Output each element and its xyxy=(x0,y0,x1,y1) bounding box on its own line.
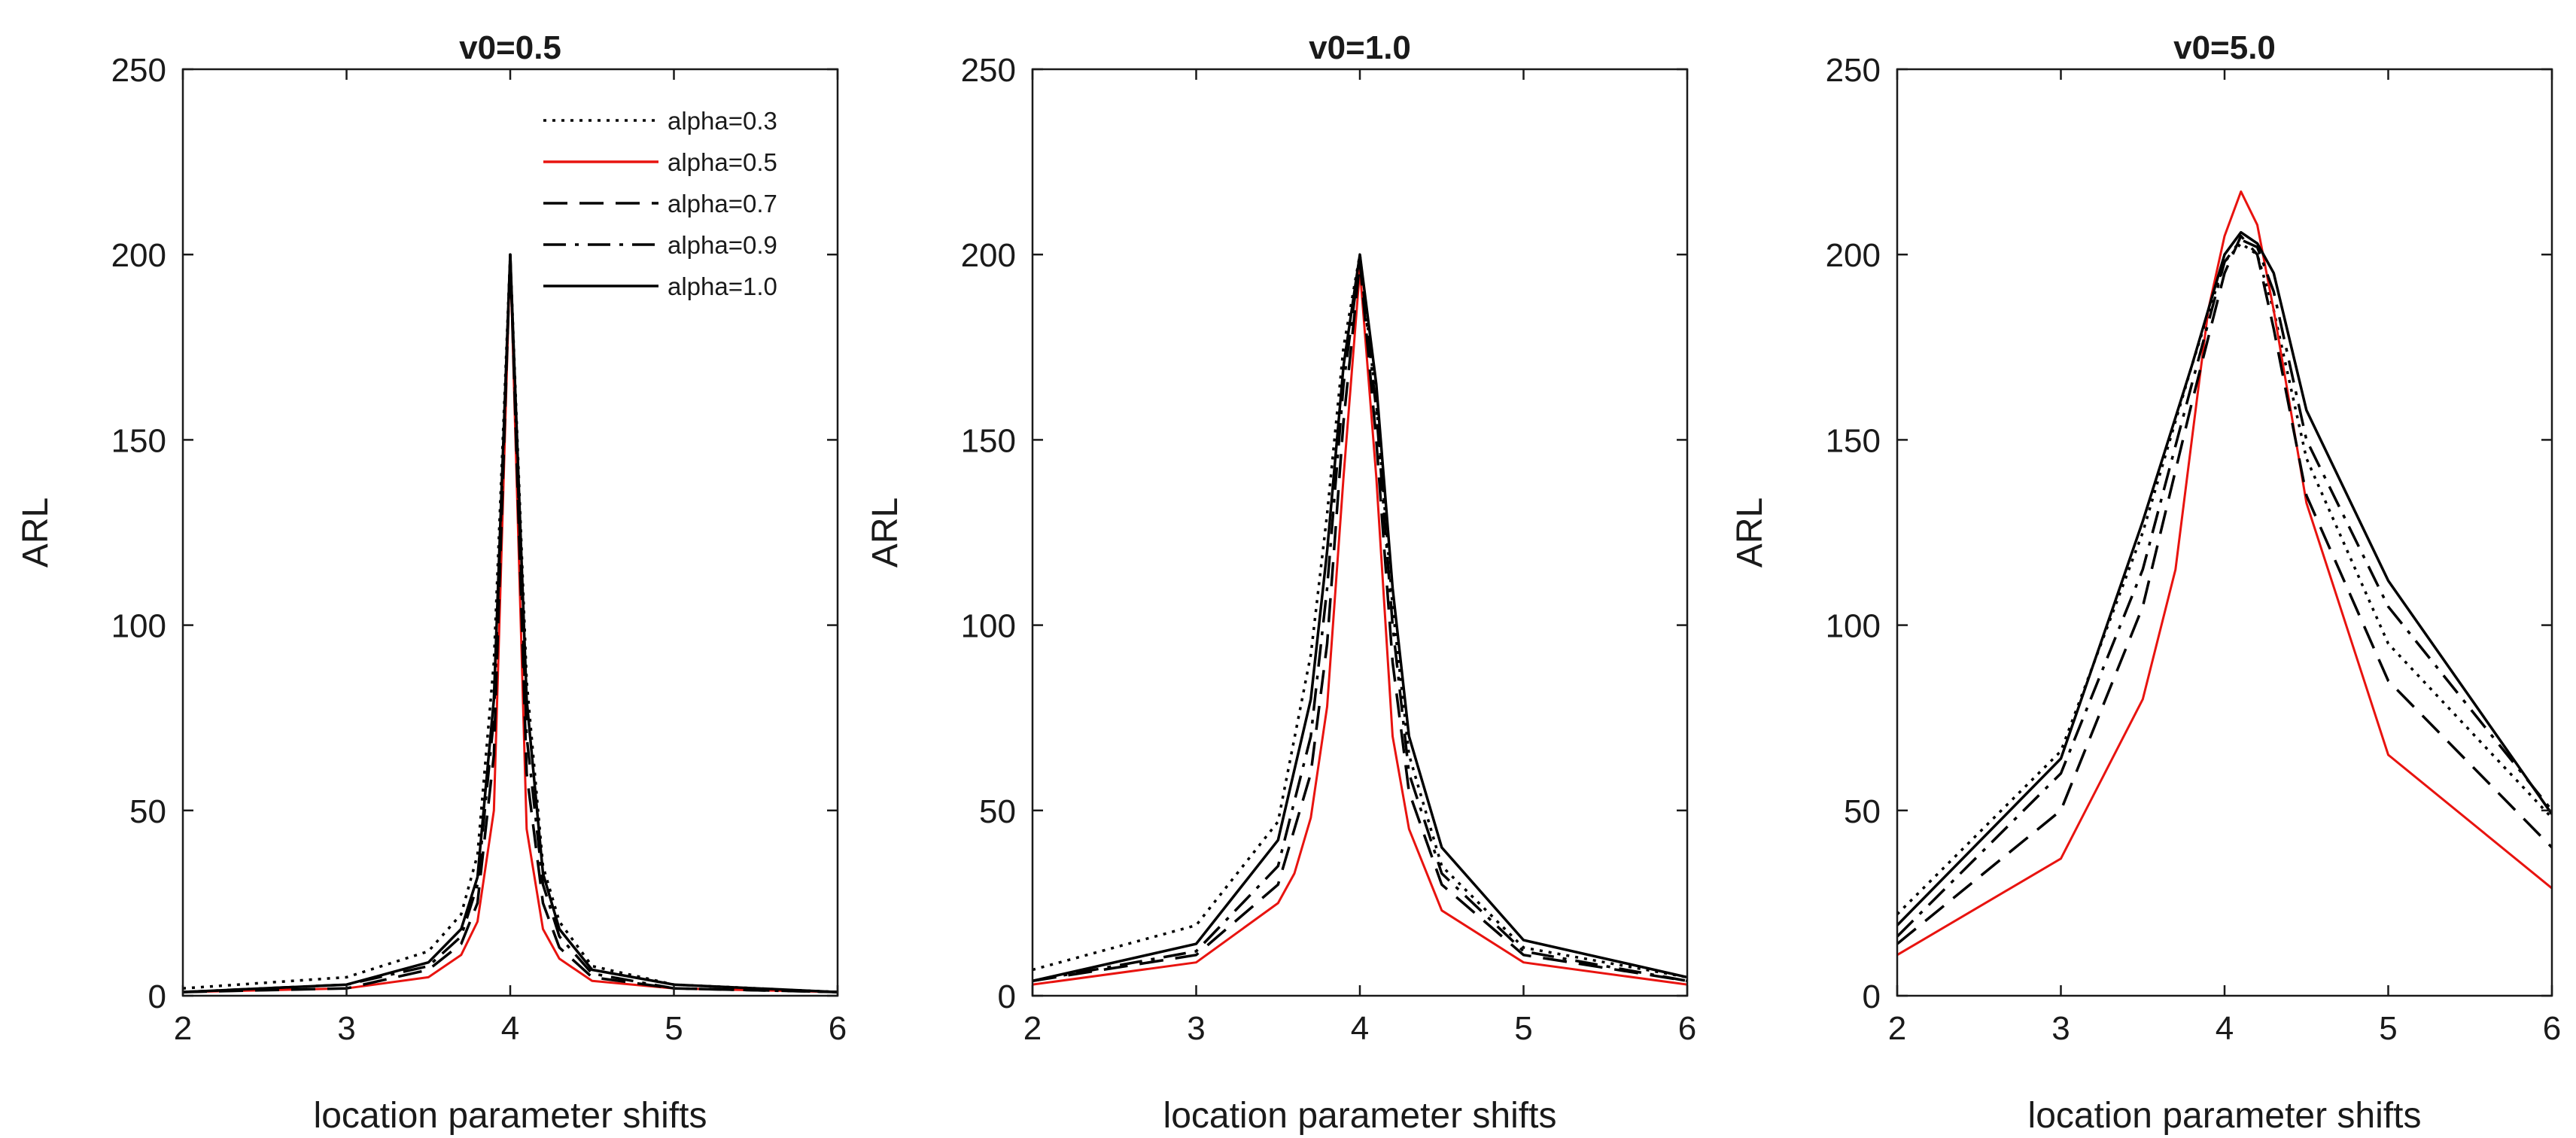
x-tick-label: 6 xyxy=(1678,1010,1696,1047)
chart-panel-3: 2 3 4 5 6 0 50 100 150 200 250 v0=5.0 location param… xyxy=(1730,29,2561,1136)
x-tick-label: 6 xyxy=(829,1010,847,1047)
x-tick-label: 4 xyxy=(2216,1010,2234,1047)
y-tick-label: 200 xyxy=(961,237,1016,274)
x-tick-label: 2 xyxy=(174,1010,192,1047)
y-tick-label: 100 xyxy=(961,608,1016,645)
x-axis-label: location parameter shifts xyxy=(2028,1096,2422,1136)
legend-label: alpha=0.9 xyxy=(668,231,777,259)
series-line-alpha-1-0 xyxy=(1033,253,1687,983)
y-tick-label: 50 xyxy=(979,793,1016,830)
x-tick-label: 6 xyxy=(2543,1010,2561,1047)
y-tick-label: 150 xyxy=(1826,422,1881,459)
legend-label: alpha=0.3 xyxy=(668,107,777,135)
series-line-alpha-1-0 xyxy=(183,253,838,993)
series-line-alpha-0-5 xyxy=(183,253,838,993)
x-tick-label: 3 xyxy=(1187,1010,1205,1047)
series-line-alpha-0-3 xyxy=(1897,242,2552,915)
series-line-alpha-0-3 xyxy=(1033,253,1687,979)
y-tick-label: 250 xyxy=(111,52,166,89)
x-tick-label: 5 xyxy=(2379,1010,2397,1047)
axes-box xyxy=(1896,68,2553,997)
x-axis-label: location parameter shifts xyxy=(1163,1096,1557,1136)
series-line-alpha-0-9 xyxy=(183,253,838,993)
legend-label: alpha=0.7 xyxy=(668,190,777,218)
y-tick-label: 0 xyxy=(148,978,166,1015)
series-line-alpha-0-5 xyxy=(1033,268,1687,986)
y-tick-label: 100 xyxy=(1826,608,1881,645)
series-line-alpha-0-7 xyxy=(183,253,838,993)
x-tick-label: 5 xyxy=(1514,1010,1532,1047)
y-tick-label: 0 xyxy=(998,978,1016,1015)
chart-title: v0=5.0 xyxy=(2173,29,2276,66)
x-tick-label: 2 xyxy=(1023,1010,1042,1047)
series-line-alpha-0-5 xyxy=(1897,190,2552,957)
chart-title: v0=1.0 xyxy=(1309,29,1411,66)
x-tick-label: 5 xyxy=(665,1010,683,1047)
series-line-alpha-0-9 xyxy=(1897,238,2552,938)
x-tick-label: 4 xyxy=(501,1010,519,1047)
series-line-alpha-0-3 xyxy=(183,253,838,993)
y-tick-label: 0 xyxy=(1863,978,1881,1015)
chart-panel-1: 2 3 4 5 6 0 50 100 150 200 250 v0=0.5 location param… xyxy=(16,29,847,1136)
axes-box xyxy=(1031,68,1689,997)
y-tick-label: 50 xyxy=(129,793,166,830)
series-group xyxy=(183,253,838,993)
y-axis-label: ARL xyxy=(865,497,905,567)
y-tick-label: 50 xyxy=(1844,793,1881,830)
legend-label: alpha=0.5 xyxy=(668,148,777,176)
y-tick-label: 200 xyxy=(111,237,166,274)
y-tick-label: 200 xyxy=(1826,237,1881,274)
chart-title: v0=0.5 xyxy=(459,29,561,66)
x-tick-label: 3 xyxy=(337,1010,355,1047)
y-axis-label: ARL xyxy=(16,497,56,567)
series-group xyxy=(1033,253,1687,986)
series-line-alpha-0-9 xyxy=(1033,257,1687,983)
x-tick-label: 3 xyxy=(2051,1010,2070,1047)
series-line-alpha-0-7 xyxy=(1033,260,1687,983)
legend-label: alpha=1.0 xyxy=(668,272,777,300)
y-tick-label: 250 xyxy=(961,52,1016,89)
y-axis-label: ARL xyxy=(1730,497,1770,567)
series-line-alpha-0-7 xyxy=(1897,234,2552,945)
x-tick-label: 4 xyxy=(1351,1010,1369,1047)
y-tick-label: 150 xyxy=(111,422,166,459)
series-group xyxy=(1897,190,2552,957)
y-tick-label: 250 xyxy=(1826,52,1881,89)
x-tick-label: 2 xyxy=(1888,1010,1906,1047)
y-tick-label: 150 xyxy=(961,422,1016,459)
legend: alpha=0.3 alpha=0.5 alpha=0.7 alpha=0.9 alph… xyxy=(543,107,777,300)
series-line-alpha-1-0 xyxy=(1897,230,2552,927)
chart-panel-2: 2 3 4 5 6 0 50 100 150 200 250 v0=1.0 location param… xyxy=(865,29,1696,1136)
y-tick-label: 100 xyxy=(111,608,166,645)
x-axis-label: location parameter shifts xyxy=(314,1096,707,1136)
